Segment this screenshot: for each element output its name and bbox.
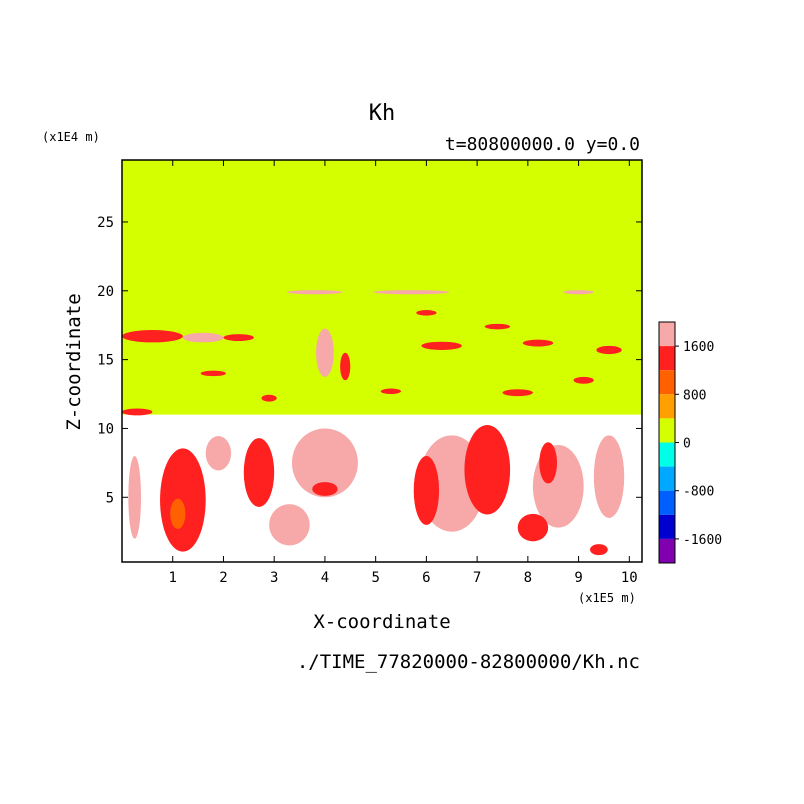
contour-feature-1 — [170, 498, 186, 529]
x-axis-title: X-coordinate — [313, 611, 450, 633]
contour-feature-20 — [340, 352, 351, 381]
contour-feature-6 — [413, 455, 440, 525]
contour-feature-5 — [464, 425, 511, 515]
contour-feature-9 — [593, 435, 625, 518]
y-tick-label: 5 — [106, 490, 114, 506]
contour-feature-32 — [122, 408, 153, 416]
colorbar-label: -1600 — [683, 533, 722, 548]
chart-title: Kh — [369, 101, 396, 126]
contour-feature-23 — [563, 290, 594, 295]
contour-feature-12 — [312, 482, 338, 496]
y-tick-label: 20 — [97, 284, 114, 300]
contour-feature-11 — [291, 428, 358, 498]
contour-feature-34 — [484, 323, 511, 330]
contour-feature-21 — [373, 290, 450, 295]
y-tick-label: 15 — [97, 353, 114, 369]
colorbar: 1600 800 0 -800 -1600 — [658, 321, 722, 564]
contour-feature-14 — [269, 504, 310, 546]
x-tick-label: 3 — [270, 570, 278, 586]
contour-feature-28 — [200, 370, 227, 377]
contour-feature-25 — [522, 339, 554, 347]
contour-feature-24 — [421, 341, 462, 350]
colorbar-segment — [659, 538, 675, 563]
colorbar-segment — [659, 490, 675, 515]
contour-feature-17 — [182, 332, 224, 343]
y-axis-title: Z-coordinate — [63, 293, 85, 430]
x-tick-label: 2 — [219, 570, 227, 586]
contour-feature-18 — [223, 334, 254, 342]
x-tick-label: 7 — [473, 570, 481, 586]
x-tick-label: 1 — [169, 570, 177, 586]
contour-feature-29 — [380, 388, 402, 395]
contour-feature-8 — [539, 442, 558, 484]
contour-feature-13 — [128, 455, 142, 539]
colorbar-label: 800 — [683, 388, 706, 403]
contour-feature-3 — [205, 436, 232, 471]
plot-area — [122, 160, 642, 562]
contour-feature-33 — [416, 310, 437, 316]
colorbar-segment — [659, 418, 675, 443]
region-upper-layer — [122, 160, 642, 415]
x-tick-label: 9 — [574, 570, 582, 586]
contour-feature-0 — [160, 448, 206, 552]
contour-feature-15 — [517, 513, 549, 542]
colorbar-label: 1600 — [683, 340, 714, 355]
contour-feature-10 — [590, 544, 608, 556]
contour-feature-16 — [122, 330, 183, 343]
x-tick-label: 8 — [524, 570, 532, 586]
colorbar-label: 0 — [683, 437, 691, 452]
x-tick-label: 4 — [321, 570, 329, 586]
colorbar-segment — [659, 346, 675, 371]
x-unit-label: (x1E5 m) — [578, 591, 636, 605]
colorbar-segment — [659, 394, 675, 419]
x-axis: 1 2 3 4 5 6 7 8 9 10 — [169, 160, 638, 586]
colorbar-segment — [659, 442, 675, 467]
colorbar-segment — [659, 514, 675, 539]
contour-feature-26 — [596, 345, 622, 355]
x-tick-label: 6 — [422, 570, 430, 586]
contour-feature-22 — [286, 290, 343, 295]
plot-frame — [121, 159, 643, 563]
colorbar-label: -800 — [683, 485, 714, 500]
x-tick-label: 5 — [371, 570, 379, 586]
colorbar-segment — [659, 322, 675, 347]
y-tick-label: 25 — [97, 215, 114, 231]
contour-feature-19 — [316, 328, 334, 377]
y-axis: 5 10 15 20 25 — [97, 215, 642, 506]
contour-feature-31 — [502, 389, 533, 397]
chart-subtitle: t=80800000.0 y=0.0 — [445, 134, 640, 155]
x-tick-label: 10 — [621, 570, 638, 586]
contour-feature-2 — [243, 438, 275, 507]
colorbar-segment — [659, 466, 675, 491]
y-unit-label: (x1E4 m) — [42, 130, 100, 144]
contour-feature-27 — [573, 376, 594, 384]
y-tick-label: 10 — [97, 421, 114, 437]
contour-feature-30 — [261, 394, 277, 402]
file-path-annotation: ./TIME_77820000-82800000/Kh.nc — [297, 651, 640, 673]
colorbar-segment — [659, 370, 675, 395]
